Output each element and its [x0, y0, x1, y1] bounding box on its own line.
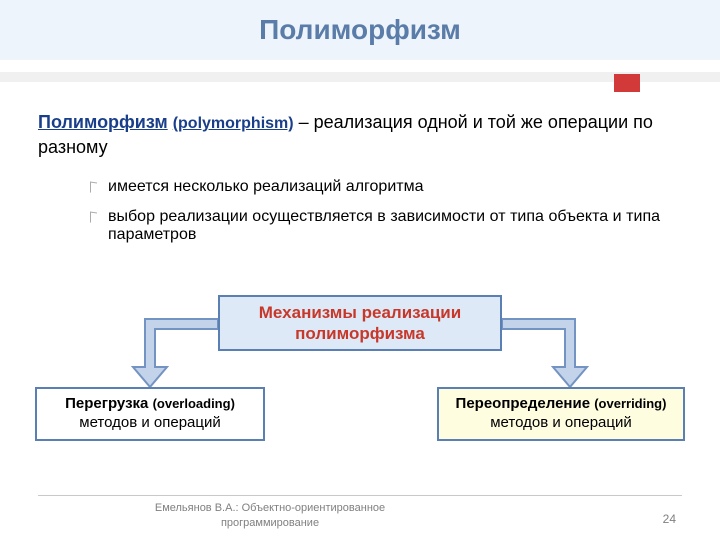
bullet-2: выбор реализации осуществляется в зависи…: [90, 208, 660, 244]
footer-rule: [38, 495, 682, 496]
overloading-sub: методов и операций: [79, 414, 221, 431]
diagram: Механизмы реализации полиморфизма Перегр…: [0, 295, 720, 455]
title-band: Полиморфизм: [0, 0, 720, 60]
slide: Полиморфизм Полиморфизм (polymorphism) –…: [0, 0, 720, 540]
slide-title: Полиморфизм: [259, 14, 461, 46]
page-number: 24: [663, 512, 676, 526]
arrow-right: [502, 319, 587, 387]
mechanism-label: Механизмы реализации полиморфизма: [228, 302, 492, 345]
accent-box: [614, 74, 640, 92]
white-band: [0, 60, 720, 72]
nav-band: [0, 72, 720, 82]
footer-text: Емельянов В.А.: Объектно-ориентированное…: [120, 501, 420, 530]
arrow-left: [133, 319, 218, 387]
overloading-strong: Перегрузка: [65, 395, 152, 412]
definition-text: Полиморфизм (polymorphism) – реализация …: [38, 110, 682, 159]
overloading-eng: (overloading): [153, 396, 235, 411]
term: Полиморфизм: [38, 112, 168, 132]
overriding-box: Переопределение (overriding) методов и о…: [437, 387, 685, 441]
term-eng: (polymorphism): [173, 115, 294, 132]
overriding-strong: Переопределение: [456, 395, 595, 412]
bullet-1: имеется несколько реализаций алгоритма: [90, 178, 660, 196]
bullet-list: имеется несколько реализаций алгоритма в…: [90, 178, 660, 256]
overriding-eng: (overriding): [594, 396, 666, 411]
overriding-sub: методов и операций: [490, 414, 632, 431]
mechanism-box: Механизмы реализации полиморфизма: [218, 295, 502, 351]
overloading-box: Перегрузка (overloading) методов и опера…: [35, 387, 265, 441]
